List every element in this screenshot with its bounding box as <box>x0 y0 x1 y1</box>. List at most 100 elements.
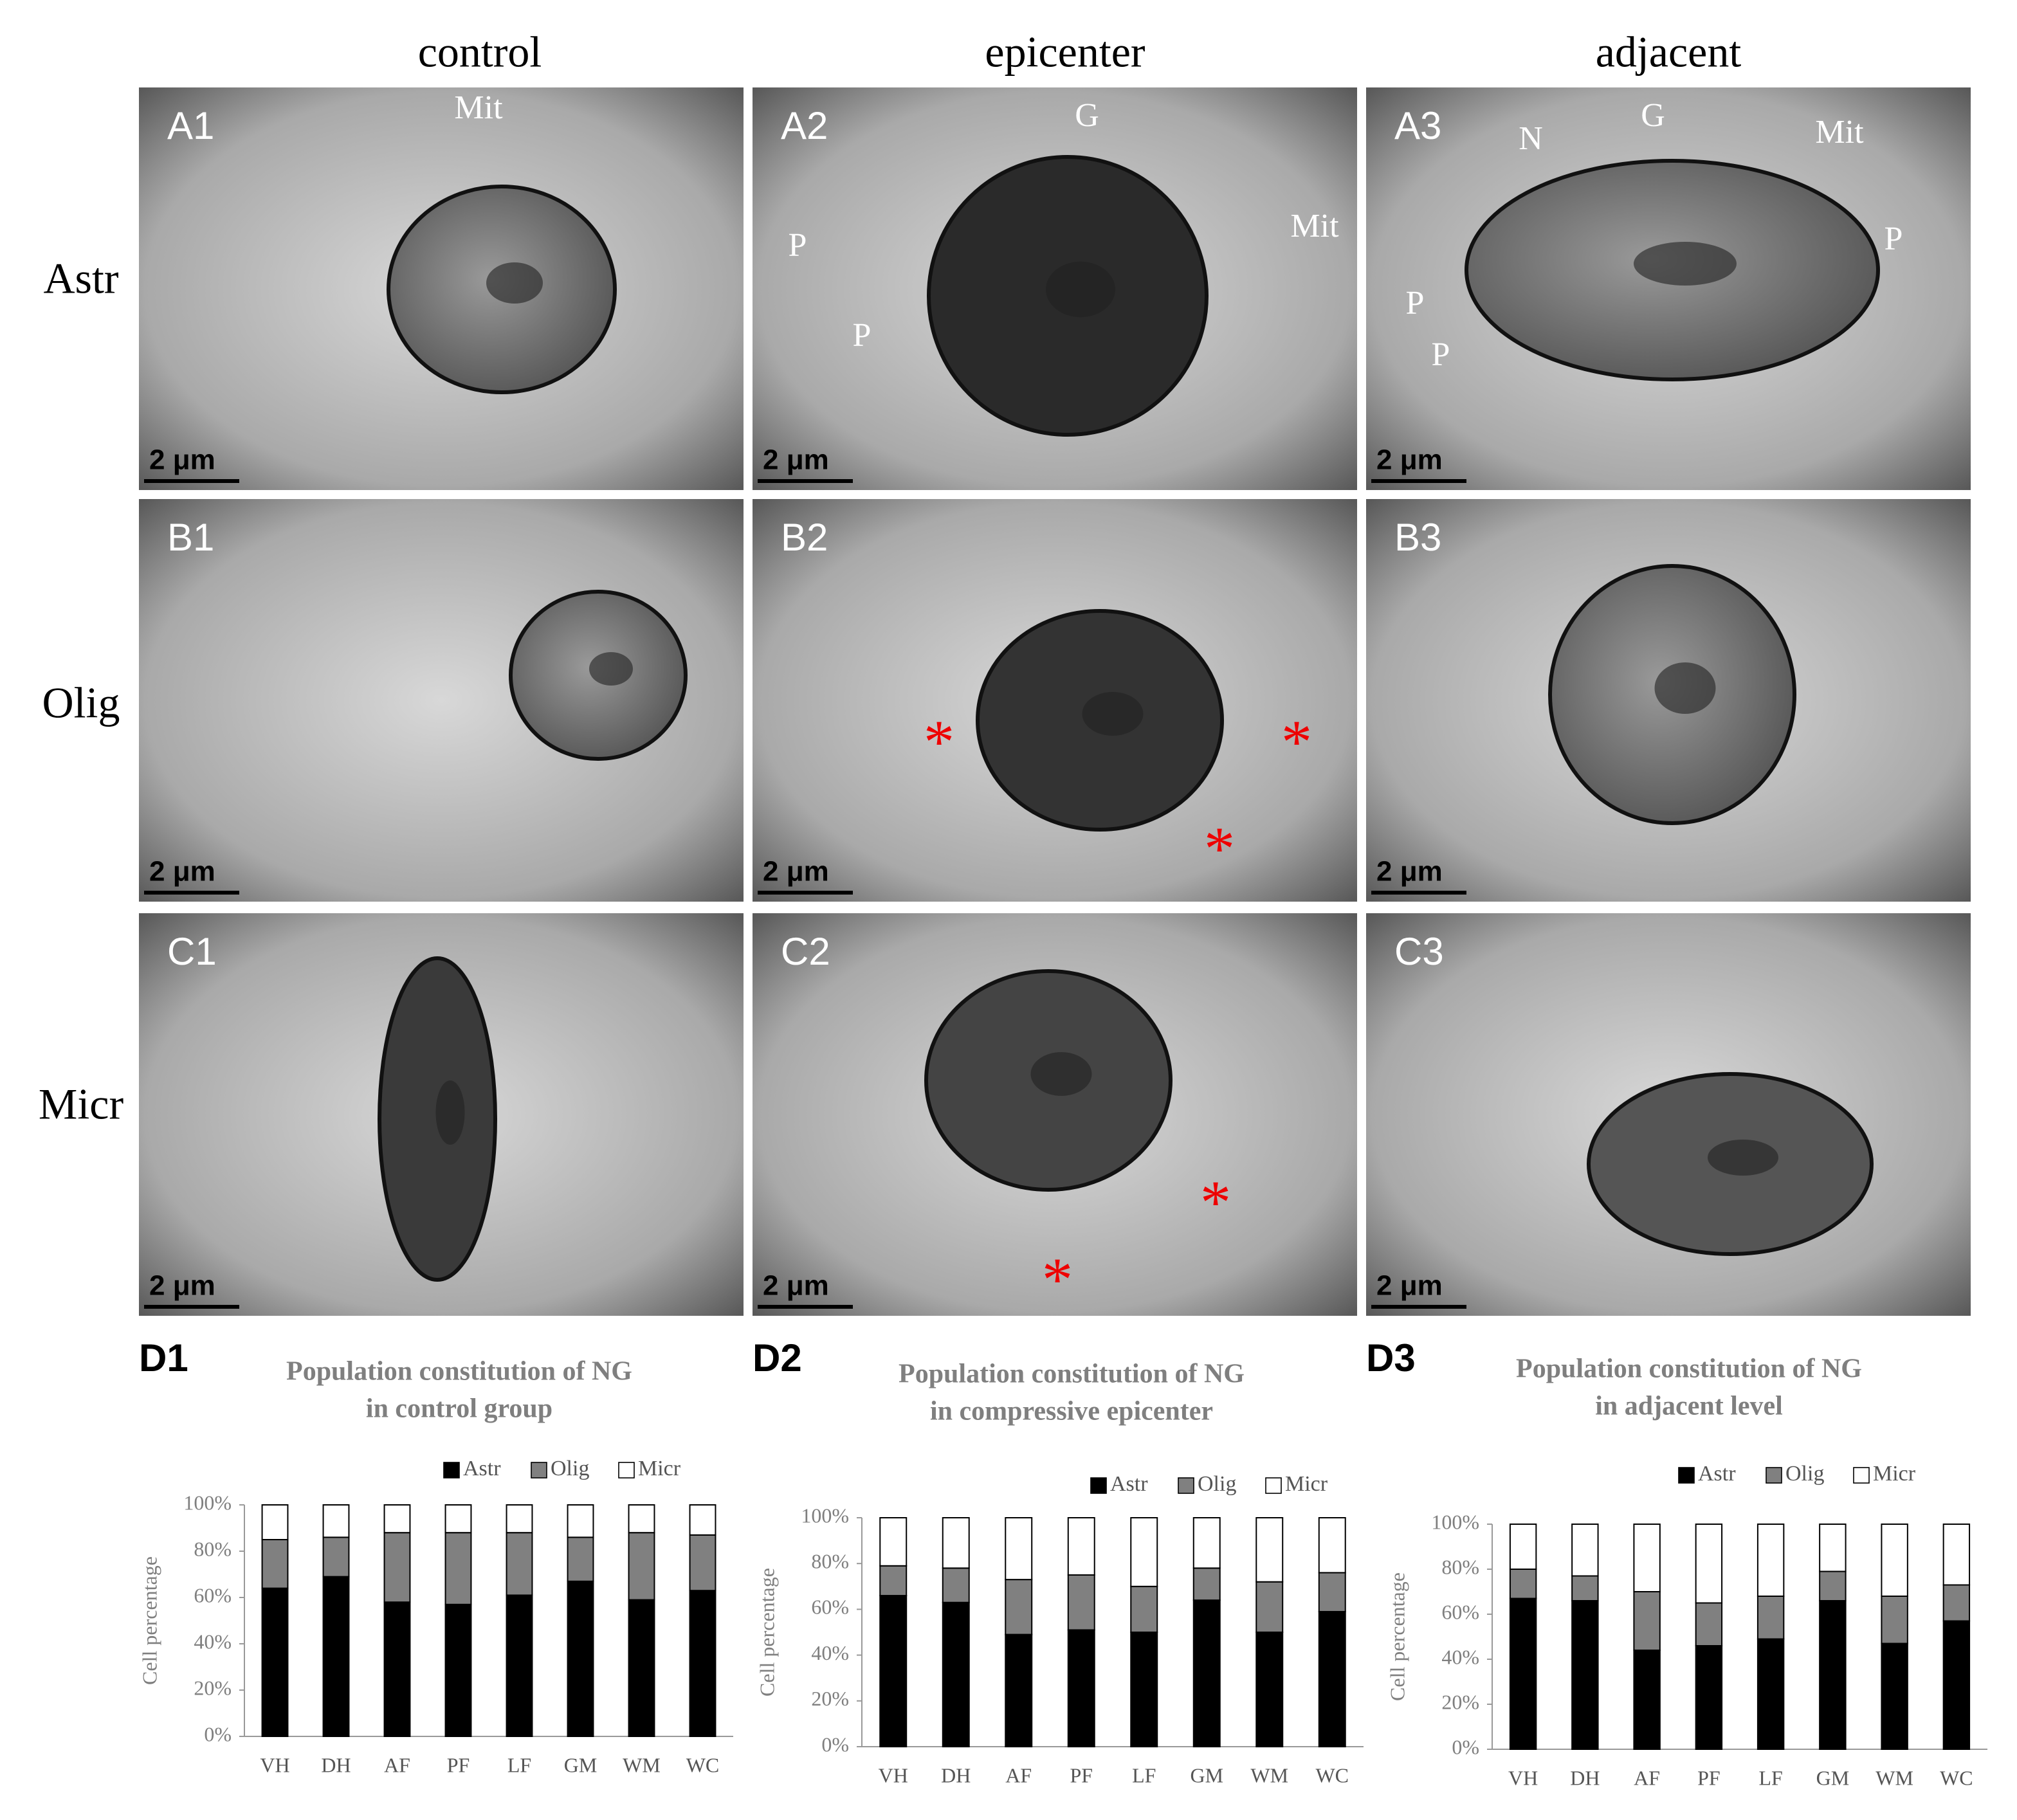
x-tick-label: PF <box>1697 1766 1720 1789</box>
annotation: P <box>1406 285 1425 322</box>
bar-segment <box>1695 1602 1723 1646</box>
bar-segment <box>506 1504 533 1534</box>
y-tick-label: 80% <box>811 1550 849 1573</box>
x-tick-label: DH <box>1570 1766 1600 1789</box>
bar-segment <box>1318 1610 1346 1747</box>
scale-bar-label: 2 μm <box>1376 444 1443 476</box>
bar-segment <box>444 1504 472 1534</box>
bar-segment <box>1942 1584 1971 1622</box>
bar-segment <box>261 1504 289 1540</box>
x-tick-label: WC <box>686 1753 720 1776</box>
bar-segment <box>1192 1599 1221 1747</box>
bar-segment <box>1005 1517 1033 1581</box>
bar-segment <box>628 1532 655 1601</box>
bar-segment <box>1881 1596 1908 1644</box>
legend-swatch <box>1766 1467 1782 1484</box>
legend-label: Astr <box>1698 1462 1736 1486</box>
panel-label: D3 <box>1366 1336 1416 1379</box>
x-tick-label: VH <box>1508 1766 1538 1789</box>
chart-title: Population constitution of NG <box>899 1360 1245 1389</box>
bar-segment <box>1695 1524 1723 1604</box>
scale-bar-label: 2 μm <box>1376 856 1443 887</box>
y-tick-label: 100% <box>1431 1510 1479 1533</box>
row-label: Olig <box>42 678 120 727</box>
bar-segment <box>1067 1629 1095 1747</box>
scale-bar-label: 2 μm <box>149 1270 215 1302</box>
scale-bar-label: 2 μm <box>149 856 215 887</box>
annotation: Mit <box>454 89 503 126</box>
y-tick-label: 20% <box>1441 1690 1479 1713</box>
y-tick-label: 100% <box>801 1504 849 1527</box>
annotation: P <box>1432 336 1450 373</box>
bar-segment <box>1881 1643 1908 1750</box>
asterisk: * <box>1200 1168 1231 1237</box>
scale-bar-label: 2 μm <box>149 444 215 476</box>
chart-title: Population constitution of NG <box>1516 1354 1862 1384</box>
chromatin <box>1030 1052 1092 1096</box>
bar-segment <box>689 1590 716 1737</box>
bar-segment <box>1819 1570 1847 1601</box>
y-tick-label: 100% <box>183 1491 232 1514</box>
x-tick-label: WM <box>623 1753 661 1776</box>
bar-segment <box>1633 1591 1661 1651</box>
bar-segment <box>567 1536 594 1582</box>
chromatin <box>1634 242 1737 286</box>
annotation: G <box>1641 97 1665 134</box>
bar-segment <box>1757 1596 1785 1640</box>
annotation: N <box>1519 120 1543 157</box>
bar-segment <box>1318 1572 1346 1612</box>
legend-swatch <box>443 1462 460 1479</box>
y-axis-label: Cell percentage <box>138 1556 161 1685</box>
y-tick-label: 20% <box>194 1676 232 1699</box>
chart-title: in compressive epicenter <box>930 1397 1213 1426</box>
chart-title: in adjacent level <box>1595 1392 1783 1421</box>
chromatin <box>1654 662 1716 714</box>
legend-swatch <box>618 1462 635 1479</box>
x-tick-label: WC <box>1315 1763 1349 1787</box>
panel-label: B2 <box>781 516 828 559</box>
bar-segment <box>506 1594 533 1737</box>
x-tick-label: PF <box>1070 1763 1093 1787</box>
x-tick-label: GM <box>564 1753 598 1776</box>
bar-segment <box>628 1599 655 1738</box>
bar-segment <box>1318 1517 1346 1574</box>
bar-segment <box>942 1567 970 1603</box>
y-tick-label: 0% <box>204 1722 232 1745</box>
x-tick-label: LF <box>507 1753 531 1776</box>
bar-segment <box>942 1517 970 1569</box>
annotation: P <box>853 317 872 354</box>
bar-segment <box>1819 1600 1847 1750</box>
y-tick-label: 0% <box>821 1733 849 1756</box>
y-tick-label: 0% <box>1452 1735 1479 1758</box>
x-tick-label: LF <box>1132 1763 1156 1787</box>
x-tick-label: PF <box>447 1753 470 1776</box>
annotation: P <box>789 227 807 264</box>
legend-swatch <box>1178 1477 1194 1494</box>
chromatin <box>486 262 543 304</box>
panel-label: C3 <box>1394 930 1444 973</box>
bar-segment <box>444 1603 472 1738</box>
legend-swatch <box>1090 1477 1107 1494</box>
x-tick-label: DH <box>321 1753 351 1776</box>
bar-segment <box>1192 1517 1221 1569</box>
bar-segment <box>383 1601 411 1737</box>
bar-segment <box>1942 1620 1971 1750</box>
x-tick-label: AF <box>1005 1763 1032 1787</box>
y-tick-label: 40% <box>1441 1645 1479 1668</box>
annotation: P <box>1885 221 1903 257</box>
bar-segment <box>942 1601 970 1747</box>
x-tick-label: DH <box>941 1763 971 1787</box>
x-tick-label: WC <box>1940 1766 1973 1789</box>
bar-segment <box>444 1532 472 1605</box>
x-tick-label: AF <box>1634 1766 1660 1789</box>
bar-segment <box>1757 1524 1785 1597</box>
y-tick-label: 60% <box>1441 1600 1479 1623</box>
bar-segment <box>1757 1638 1785 1750</box>
bar-segment <box>689 1504 716 1536</box>
chromatin <box>1708 1140 1778 1176</box>
scale-bar-label: 2 μm <box>1376 1270 1443 1302</box>
chart-title: in control group <box>366 1394 552 1424</box>
bar-segment <box>879 1565 908 1597</box>
